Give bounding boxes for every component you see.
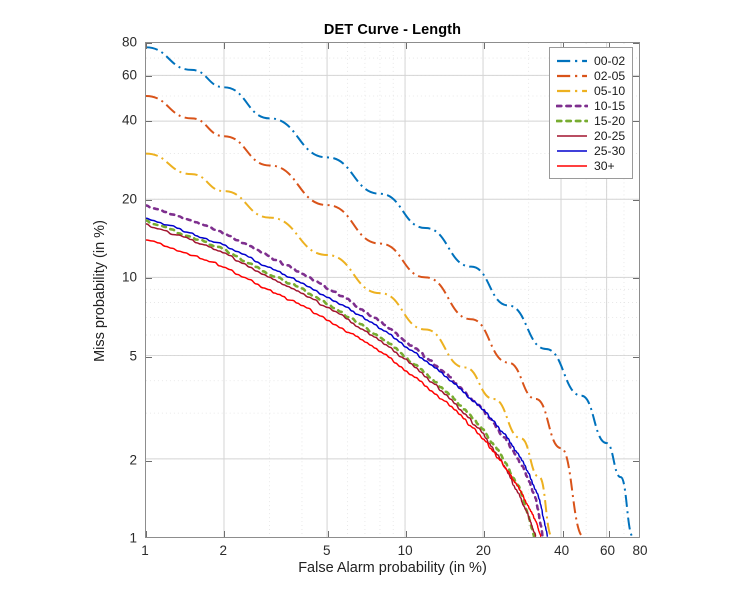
x-tick-label: 2 [219, 543, 228, 558]
legend-swatch-icon [556, 70, 588, 82]
y-tick-mark [633, 278, 639, 280]
y-tick-label: 20 [121, 191, 137, 207]
y-tick-mark [146, 278, 152, 280]
y-tick-label: 2 [129, 452, 137, 468]
x-tick-label: 60 [599, 543, 616, 558]
legend-label: 00-02 [594, 53, 626, 68]
y-tick-label: 60 [121, 67, 137, 83]
x-tick-mark [608, 531, 610, 537]
legend-swatch-icon [556, 100, 588, 112]
x-tick-mark [484, 43, 486, 49]
series-line-20-25 [146, 223, 537, 537]
x-axis-label: False Alarm probability (in %) [298, 560, 487, 576]
series-line-30+ [146, 239, 542, 537]
y-tick-mark [146, 75, 152, 77]
legend-swatch-icon [556, 55, 588, 67]
y-tick-mark [146, 199, 152, 201]
series-line-02-05 [146, 94, 585, 537]
y-tick-mark [146, 43, 152, 44]
legend-item-20-25[interactable]: 20-25 [556, 128, 626, 143]
x-tick-mark [608, 43, 610, 49]
y-tick-mark [633, 460, 639, 462]
legend[interactable]: 00-02 02-05 05-10 10-15 15-20 20-25 25-30 30+ [549, 47, 633, 179]
x-tick-mark [406, 531, 408, 537]
y-tick-label: 40 [121, 112, 137, 128]
y-tick-label: 5 [129, 348, 137, 364]
legend-item-30+[interactable]: 30+ [556, 158, 626, 173]
series-line-10-15 [146, 204, 545, 537]
legend-swatch-icon [556, 130, 588, 142]
x-tick-mark [406, 43, 408, 49]
x-tick-mark [562, 531, 564, 537]
x-tick-label: 10 [397, 543, 413, 558]
y-tick-mark [633, 75, 639, 77]
legend-label: 20-25 [594, 128, 626, 143]
x-tick-mark [224, 531, 226, 537]
y-tick-mark [633, 199, 639, 201]
legend-item-00-02[interactable]: 00-02 [556, 53, 626, 68]
y-tick-label: 1 [129, 530, 137, 546]
y-tick-mark [146, 460, 152, 462]
legend-swatch-icon [556, 115, 588, 127]
legend-label: 15-20 [594, 113, 626, 128]
x-tick-label: 80 [632, 543, 648, 558]
legend-item-10-15[interactable]: 10-15 [556, 98, 626, 113]
legend-swatch-icon [556, 145, 588, 157]
series-line-25-30 [146, 217, 549, 537]
x-tick-mark [327, 531, 329, 537]
curve-layer [146, 46, 635, 537]
legend-swatch-icon [556, 160, 588, 172]
legend-item-15-20[interactable]: 15-20 [556, 113, 626, 128]
legend-label: 10-15 [594, 98, 626, 113]
x-tick-label: 1 [141, 543, 149, 558]
y-tick-mark [633, 43, 639, 44]
y-tick-label: 80 [121, 34, 137, 50]
x-tick-mark [484, 531, 486, 537]
x-tick-label: 20 [475, 543, 491, 558]
x-tick-mark [562, 43, 564, 49]
y-tick-mark [146, 356, 152, 358]
y-axis-label: Miss probability (in %) [92, 220, 108, 362]
legend-item-02-05[interactable]: 02-05 [556, 68, 626, 83]
legend-item-05-10[interactable]: 05-10 [556, 83, 626, 98]
legend-label: 02-05 [594, 68, 626, 83]
x-tick-mark [146, 531, 147, 537]
legend-label: 25-30 [594, 143, 626, 158]
x-tick-mark [224, 43, 226, 49]
series-line-05-10 [146, 152, 554, 537]
legend-label: 30+ [594, 158, 615, 173]
y-tick-label: 10 [121, 269, 137, 285]
x-tick-mark [146, 43, 147, 49]
legend-swatch-icon [556, 85, 588, 97]
y-tick-mark [633, 356, 639, 358]
x-tick-mark [327, 43, 329, 49]
y-tick-mark [633, 121, 639, 123]
legend-item-25-30[interactable]: 25-30 [556, 143, 626, 158]
legend-label: 05-10 [594, 83, 626, 98]
y-tick-mark [146, 121, 152, 123]
page-title: DET Curve - Length [323, 22, 462, 38]
series-line-15-20 [146, 219, 536, 537]
x-tick-label: 40 [554, 543, 570, 558]
x-tick-label: 5 [323, 543, 331, 558]
